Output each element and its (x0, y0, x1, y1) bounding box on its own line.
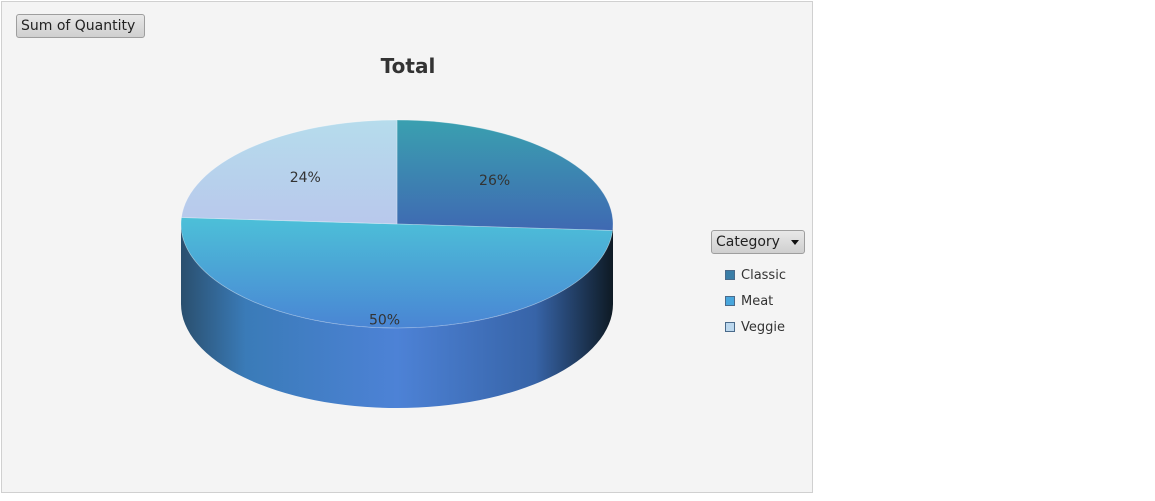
pie-slice-meat (180, 217, 614, 329)
legend-label: Classic (741, 267, 786, 283)
chevron-down-icon (791, 240, 799, 245)
legend-swatch-classic (725, 270, 735, 280)
chart-title: Total (380, 54, 436, 78)
value-field-button[interactable]: Sum of Quantity (16, 14, 145, 38)
pie-chart: 26% 50% 24% (180, 119, 614, 408)
legend-swatch-meat (725, 296, 735, 306)
data-label-meat: 50% (369, 313, 400, 329)
legend-label: Meat (741, 293, 774, 309)
chart-area: Sum of Quantity Total 26% 50% 24% (1, 1, 813, 493)
legend-swatch-veggie (725, 322, 735, 332)
legend-item-veggie: Veggie (725, 314, 786, 340)
legend-item-meat: Meat (725, 288, 786, 314)
pie-slice-classic (396, 119, 614, 231)
category-field-label: Category (716, 234, 780, 250)
pie-slice-veggie (180, 119, 398, 225)
category-field-dropdown[interactable]: Category (711, 230, 805, 254)
legend-item-classic: Classic (725, 262, 786, 288)
data-label-classic: 26% (479, 173, 510, 189)
legend-label: Veggie (741, 319, 785, 335)
pie-side-wall (181, 224, 613, 408)
data-label-veggie: 24% (290, 170, 321, 186)
legend: Classic Meat Veggie (725, 262, 786, 340)
